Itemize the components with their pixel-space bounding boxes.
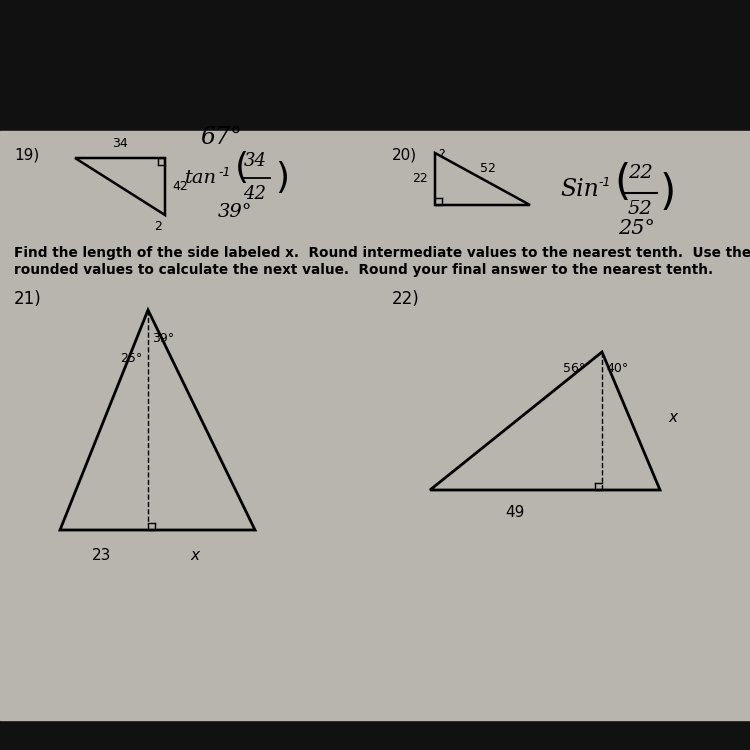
Text: 23: 23 <box>92 548 112 563</box>
Text: (: ( <box>235 151 249 185</box>
Bar <box>0 0 750 131</box>
Bar <box>0 720 750 750</box>
Text: 56°: 56° <box>562 362 585 375</box>
Text: 2: 2 <box>154 220 162 233</box>
Text: 25°: 25° <box>120 352 142 365</box>
Text: 49: 49 <box>506 505 525 520</box>
Text: ): ) <box>660 172 676 214</box>
Text: 42: 42 <box>244 185 266 203</box>
Text: Find the length of the side labeled x.  Round intermediate values to the nearest: Find the length of the side labeled x. R… <box>14 246 750 260</box>
Text: 52: 52 <box>628 200 652 218</box>
Text: 20): 20) <box>392 148 417 163</box>
Text: 22: 22 <box>628 164 652 182</box>
Text: x: x <box>190 548 200 563</box>
Text: tan: tan <box>185 169 217 187</box>
Text: (: ( <box>614 162 630 204</box>
Text: 39°: 39° <box>218 203 253 221</box>
Text: 52: 52 <box>480 162 496 175</box>
Text: 22): 22) <box>392 290 420 308</box>
Text: rounded values to calculate the next value.  Round your final answer to the near: rounded values to calculate the next val… <box>14 263 713 277</box>
Text: 19): 19) <box>14 148 39 163</box>
Text: Sin: Sin <box>560 178 598 202</box>
Text: x: x <box>668 410 677 425</box>
Text: -1: -1 <box>598 176 610 190</box>
Text: 34: 34 <box>244 152 266 170</box>
Bar <box>0 131 750 720</box>
Text: 25°: 25° <box>618 218 655 238</box>
Text: 40°: 40° <box>606 362 628 375</box>
Text: ): ) <box>275 161 289 195</box>
Text: 67°: 67° <box>200 127 242 149</box>
Text: 21): 21) <box>14 290 42 308</box>
Text: -1: -1 <box>218 166 230 178</box>
Text: 22: 22 <box>413 172 428 185</box>
Text: ?: ? <box>438 148 445 161</box>
Text: 39°: 39° <box>152 332 174 345</box>
Text: 34: 34 <box>112 137 128 150</box>
Text: 42: 42 <box>172 179 188 193</box>
